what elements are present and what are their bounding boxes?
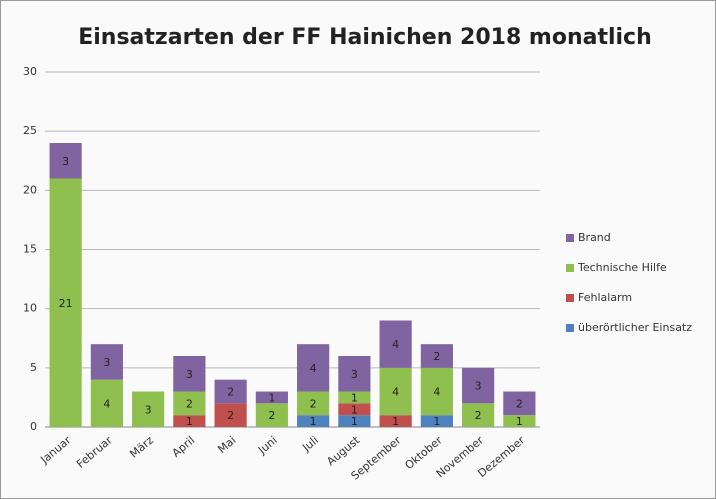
data-label: 1 — [351, 391, 358, 404]
y-tick-label: 30 — [23, 65, 37, 78]
data-label: 3 — [62, 155, 69, 168]
bar-segment — [132, 391, 165, 427]
data-label: 3 — [103, 356, 110, 369]
data-label: 2 — [433, 350, 440, 363]
bar-segment — [255, 403, 288, 427]
data-label: 4 — [310, 362, 317, 375]
bar-segment — [49, 178, 82, 427]
data-label: 1 — [310, 415, 317, 428]
data-label: 4 — [103, 397, 110, 410]
data-label: 1 — [433, 415, 440, 428]
legend-swatch — [566, 294, 574, 302]
bar-segment — [90, 344, 123, 380]
bar-segment — [503, 415, 536, 427]
data-label: 2 — [310, 397, 317, 410]
bar-segment — [420, 367, 453, 416]
bar-segment — [503, 391, 536, 416]
data-label: 1 — [268, 391, 275, 404]
bar-segment — [338, 391, 371, 404]
data-label: 2 — [475, 409, 482, 422]
bar-segment — [214, 403, 247, 427]
data-label: 1 — [186, 415, 193, 428]
bar-segment — [214, 379, 247, 404]
data-label: 4 — [392, 386, 399, 399]
legend-swatch — [566, 324, 574, 332]
bar-segment — [297, 415, 330, 427]
bar-segment — [338, 356, 371, 392]
chart-title: Einsatzarten der FF Hainichen 2018 monat… — [78, 25, 652, 50]
legend-label: Technische Hilfe — [577, 261, 667, 274]
bar-segment — [49, 143, 82, 179]
y-tick-label: 5 — [30, 361, 37, 374]
y-tick-label: 25 — [23, 124, 37, 137]
bar-segment — [338, 415, 371, 427]
bar-segment — [420, 344, 453, 368]
legend-label: Brand — [578, 231, 611, 244]
data-label: 3 — [351, 368, 358, 381]
y-tick-label: 10 — [23, 302, 37, 315]
data-label: 2 — [227, 409, 234, 422]
data-label: 1 — [351, 403, 358, 416]
data-label: 4 — [392, 338, 399, 351]
legend-label: Fehlalarm — [578, 291, 632, 304]
bar-segment — [462, 403, 495, 427]
bar-segment — [379, 367, 412, 416]
data-label: 2 — [516, 397, 523, 410]
data-label: 21 — [59, 297, 73, 310]
data-label: 1 — [392, 415, 399, 428]
bar-segment — [90, 379, 123, 427]
data-label: 2 — [227, 386, 234, 399]
data-label: 2 — [268, 409, 275, 422]
data-label: 3 — [186, 368, 193, 381]
bar-segment — [297, 391, 330, 416]
data-label: 2 — [186, 397, 193, 410]
data-label: 3 — [145, 403, 152, 416]
legend-swatch — [566, 234, 574, 242]
legend-swatch — [566, 264, 574, 272]
bar-segment — [255, 391, 288, 404]
y-tick-label: 15 — [23, 243, 37, 256]
bar-segment — [173, 356, 206, 392]
data-label: 3 — [475, 380, 482, 393]
data-label: 1 — [516, 415, 523, 428]
data-label: 4 — [433, 386, 440, 399]
bar-segment — [173, 391, 206, 416]
y-tick-label: 0 — [30, 420, 37, 433]
legend-label: überörtlicher Einsatz — [578, 321, 692, 334]
data-label: 1 — [351, 415, 358, 428]
bar-segment — [462, 367, 495, 404]
bar-segment — [379, 320, 412, 368]
bar-segment — [173, 415, 206, 427]
bar-segment — [420, 415, 453, 427]
y-tick-label: 20 — [23, 183, 37, 196]
bar-segment — [338, 403, 371, 416]
bar-segment — [297, 344, 330, 392]
bar-segment — [379, 415, 412, 427]
